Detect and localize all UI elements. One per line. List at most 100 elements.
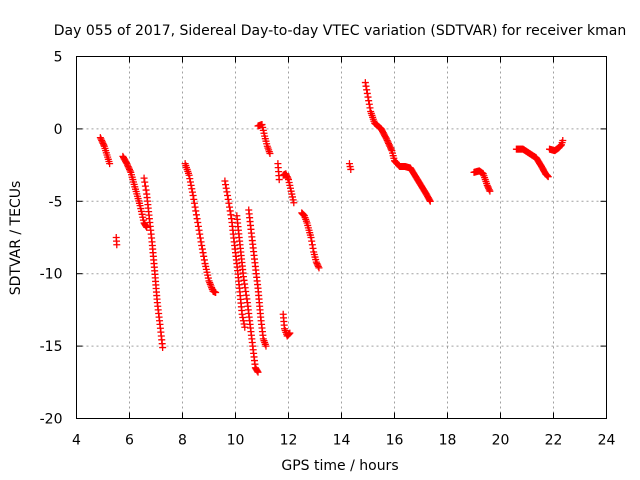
data-point [426,197,434,205]
data-point [222,181,230,189]
data-point [365,97,373,105]
data-points [96,79,567,376]
data-point [253,367,261,375]
data-point [544,173,552,181]
x-tick-label: 6 [125,433,134,449]
x-tick-label: 24 [598,433,616,449]
data-point [194,219,202,227]
data-point [198,245,206,253]
data-point [363,86,371,94]
data-series-arc-4 [140,174,167,352]
data-point [363,89,371,97]
data-point [314,262,322,270]
data-point [191,203,199,211]
data-series-arc-8 [245,206,270,350]
data-point [226,207,234,215]
y-axis-label: SDTVAR / TECUs [8,181,24,296]
x-tick-label: 18 [439,433,457,449]
data-point [365,100,373,108]
data-point [307,234,315,241]
data-point [106,160,114,168]
data-point [159,344,167,352]
data-point [223,188,231,196]
data-point [275,176,283,184]
x-tick-label: 8 [178,433,187,449]
data-point [140,174,148,182]
data-series-arc-2 [112,234,121,249]
x-axis-label: GPS time / hours [281,458,398,474]
x-axis-ticks: 4 6 8 10 12 14 16 18 20 22 24 [72,56,616,449]
x-tick-label: 20 [492,433,510,449]
data-point [199,249,207,257]
data-point [200,252,208,260]
data-point [544,172,552,180]
data-series-arc-17 [512,145,552,181]
data-point [196,230,204,238]
plot-frame [76,56,607,419]
data-series-arc-1 [96,134,114,168]
data-point [286,329,294,337]
data-point [186,178,194,186]
data-point [239,314,247,322]
data-point [284,174,292,182]
data-point [361,79,369,87]
data-point [266,150,274,158]
data-series-arc-5 [181,160,220,297]
data-point [222,184,230,192]
data-point [200,256,208,264]
data-point [190,199,198,207]
data-point [143,223,151,231]
data-point [188,185,196,193]
data-point [212,289,220,297]
data-point [366,104,374,112]
data-point [285,330,293,338]
data-point [241,323,249,331]
y-tick-label: -5 [49,194,63,210]
data-point [227,211,235,219]
data-series-arc-18 [546,136,567,155]
data-series-arc-9 [254,121,274,158]
data-point [187,181,195,189]
data-point [315,264,323,272]
y-tick-label: -15 [40,339,63,355]
data-point [100,141,108,149]
data-series-arc-7 [233,212,262,376]
data-point [185,171,193,179]
chart-title: Day 055 of 2017, Sidereal Day-to-day VTE… [54,23,626,39]
data-point [238,310,246,318]
y-tick-label: -10 [40,267,63,283]
data-point [142,186,150,194]
x-tick-label: 22 [545,433,563,449]
grid-lines [76,56,607,419]
data-point [362,82,370,90]
y-tick-label: -20 [40,412,63,428]
data-point [195,226,203,234]
data-point [239,317,247,325]
data-point [197,238,205,246]
data-point [113,241,121,249]
data-point [224,195,232,203]
x-tick-label: 10 [227,433,245,449]
data-point [224,192,232,200]
data-point [426,196,434,204]
x-tick-label: 14 [333,433,351,449]
data-point [194,222,202,230]
data-point [189,192,197,200]
data-point [192,211,200,219]
x-tick-label: 12 [280,433,298,449]
data-series-arc-15 [361,79,434,205]
data-point [262,342,270,350]
data-point [364,93,372,101]
y-tick-label: 0 [54,122,63,138]
data-point [387,145,395,153]
data-point [226,203,234,211]
y-axis-ticks: 5 0 -5 -10 -15 -20 [40,50,607,428]
data-point [290,199,298,207]
data-series-arc-14 [345,160,355,173]
data-point [190,195,198,203]
data-point [188,188,196,196]
data-point [308,237,316,245]
x-tick-label: 16 [386,433,404,449]
data-point [309,244,317,252]
